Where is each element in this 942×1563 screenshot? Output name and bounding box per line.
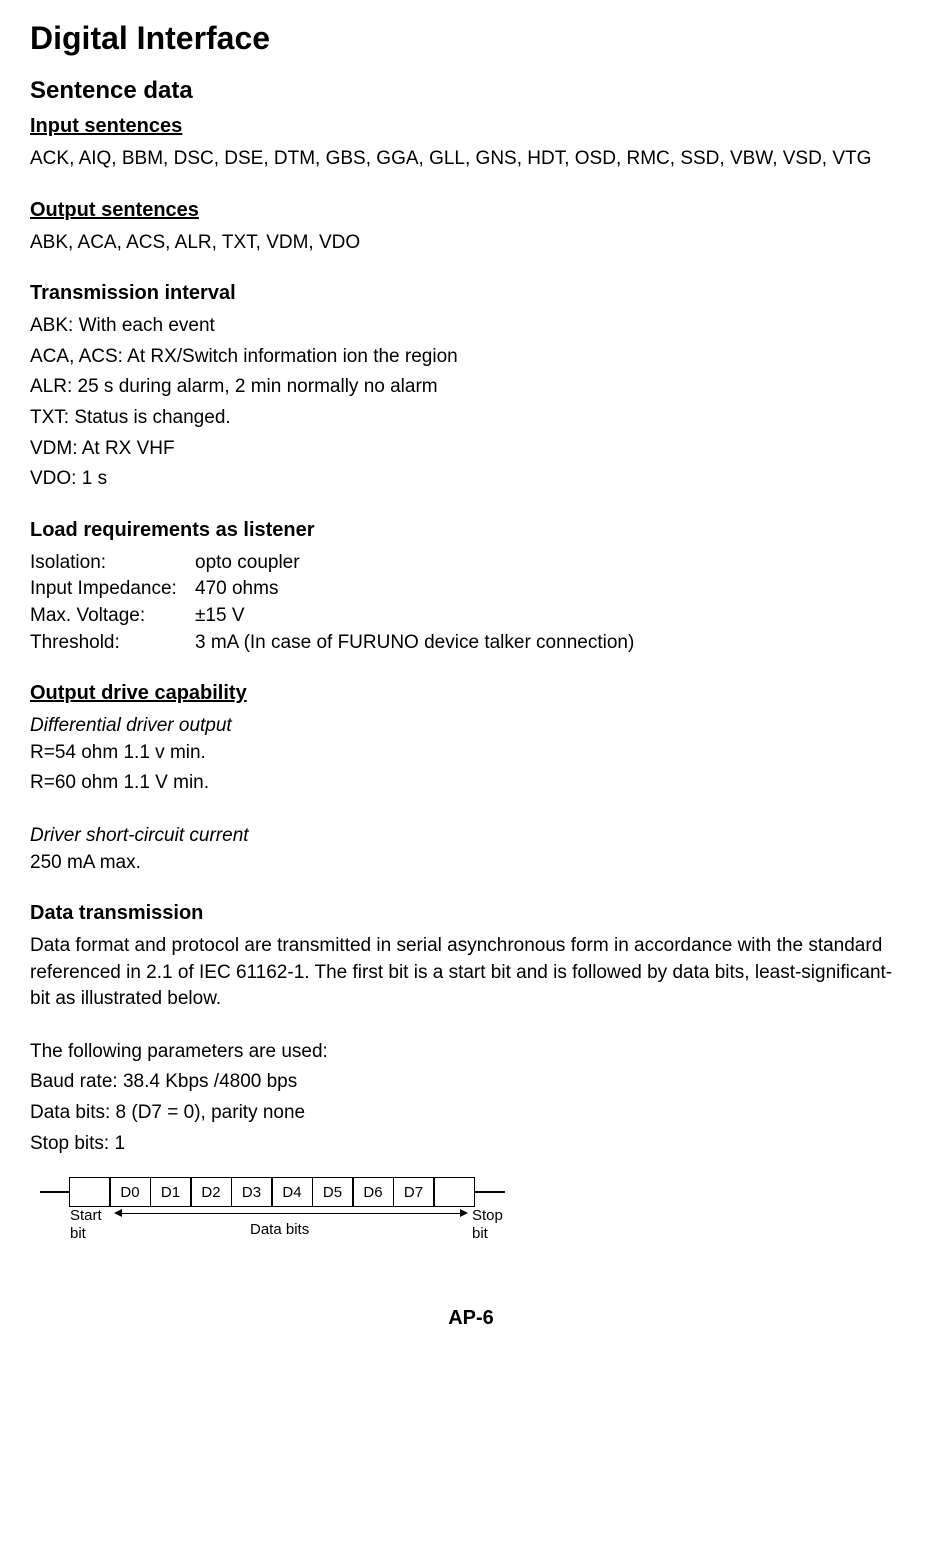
diagram-labels: Start bit Data bits Stop bit (40, 1207, 912, 1257)
transmission-title: Transmission interval (30, 282, 912, 305)
transmission-line-4: VDM: At RX VHF (30, 436, 912, 463)
spec-label-2: Max. Voltage: (30, 603, 195, 630)
data-transmission-title: Data transmission (30, 902, 912, 925)
data-bits-label: Data bits (250, 1221, 309, 1238)
start-label-2: bit (70, 1225, 86, 1242)
output-drive-title: Output drive capability (30, 682, 912, 705)
bit-cell-d1: D1 (150, 1177, 192, 1207)
short-circuit-value: 250 mA max. (30, 850, 912, 877)
bit-cell-d0: D0 (109, 1177, 151, 1207)
spec-value-1: 470 ohms (195, 576, 912, 603)
bit-cell-d2: D2 (190, 1177, 232, 1207)
diagram-line-right (475, 1191, 505, 1193)
stop-label: Stop bit (472, 1207, 503, 1243)
bit-row: D0 D1 D2 D3 D4 D5 D6 D7 (40, 1177, 912, 1207)
transmission-line-2: ALR: 25 s during alarm, 2 min normally n… (30, 374, 912, 401)
sentence-data-title: Sentence data (30, 77, 912, 105)
arrow-right-icon (460, 1209, 468, 1217)
arrow-line (118, 1213, 463, 1214)
spec-label-1: Input Impedance: (30, 576, 195, 603)
stop-label-1: Stop (472, 1207, 503, 1224)
spec-value-2: ±15 V (195, 603, 912, 630)
differential-line-1: R=60 ohm 1.1 V min. (30, 770, 912, 797)
bit-cell-d4: D4 (271, 1177, 313, 1207)
input-sentences-content: ACK, AIQ, BBM, DSC, DSE, DTM, GBS, GGA, … (30, 146, 912, 173)
output-sentences-content: ABK, ACA, ACS, ALR, TXT, VDM, VDO (30, 230, 912, 257)
page-title: Digital Interface (30, 20, 912, 57)
spec-label-3: Threshold: (30, 630, 195, 657)
input-sentences-title: Input sentences (30, 115, 912, 138)
params-intro: The following parameters are used: (30, 1039, 912, 1066)
param-0: Baud rate: 38.4 Kbps /4800 bps (30, 1069, 912, 1096)
param-1: Data bits: 8 (D7 = 0), parity none (30, 1100, 912, 1127)
transmission-line-3: TXT: Status is changed. (30, 405, 912, 432)
stop-bit-cell (433, 1177, 475, 1207)
spec-row: Isolation: opto coupler (30, 550, 912, 577)
differential-line-0: R=54 ohm 1.1 v min. (30, 740, 912, 767)
start-label-1: Start (70, 1207, 102, 1224)
data-transmission-paragraph: Data format and protocol are transmitted… (30, 933, 912, 1013)
differential-title: Differential driver output (30, 713, 912, 740)
start-bit-cell (69, 1177, 111, 1207)
page-number: AP-6 (30, 1307, 912, 1330)
transmission-line-5: VDO: 1 s (30, 466, 912, 493)
bit-cell-d3: D3 (231, 1177, 273, 1207)
transmission-line-1: ACA, ACS: At RX/Switch information ion t… (30, 344, 912, 371)
param-2: Stop bits: 1 (30, 1131, 912, 1158)
bit-cell-d7: D7 (393, 1177, 435, 1207)
bit-cell-d6: D6 (352, 1177, 394, 1207)
start-label: Start bit (70, 1207, 102, 1243)
short-circuit-title: Driver short-circuit current (30, 823, 912, 850)
stop-label-2: bit (472, 1225, 488, 1242)
spec-row: Threshold: 3 mA (In case of FURUNO devic… (30, 630, 912, 657)
bit-cell-d5: D5 (312, 1177, 354, 1207)
spec-row: Input Impedance: 470 ohms (30, 576, 912, 603)
diagram-line-left (40, 1191, 70, 1193)
spec-row: Max. Voltage: ±15 V (30, 603, 912, 630)
load-requirements-title: Load requirements as listener (30, 519, 912, 542)
spec-value-3: 3 mA (In case of FURUNO device talker co… (195, 630, 912, 657)
transmission-line-0: ABK: With each event (30, 313, 912, 340)
output-sentences-title: Output sentences (30, 199, 912, 222)
spec-value-0: opto coupler (195, 550, 912, 577)
spec-label-0: Isolation: (30, 550, 195, 577)
bit-diagram: D0 D1 D2 D3 D4 D5 D6 D7 Start bit Data b… (40, 1177, 912, 1257)
